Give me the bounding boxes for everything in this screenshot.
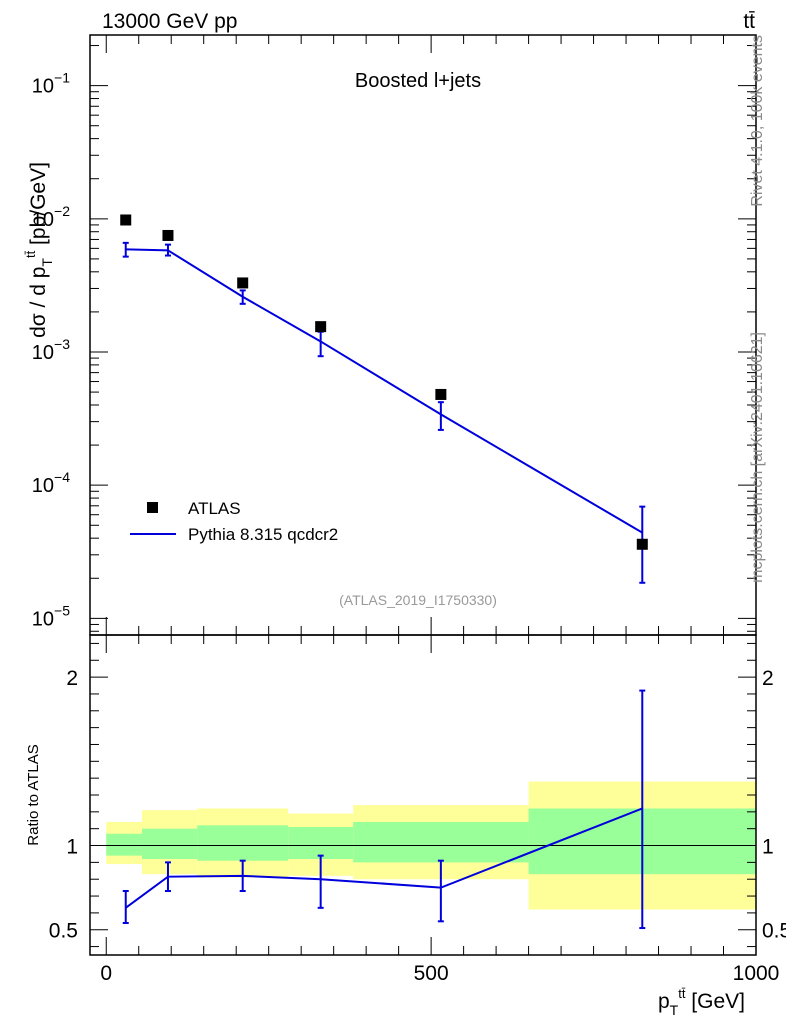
ratio-y-tick-label-right: 0.5 xyxy=(762,920,786,943)
main-series-layer xyxy=(120,214,648,584)
header-right-label: tt̄ xyxy=(743,10,755,33)
ratio-y-tick-label-right: 1 xyxy=(762,836,774,859)
data-point-marker xyxy=(315,321,327,333)
ratio-inner-band xyxy=(141,828,198,859)
main-y-tick-label: 10−3 xyxy=(32,336,70,364)
ratio-y-tick-label-right: 2 xyxy=(762,667,774,690)
legend: ATLAS Pythia 8.315 qcdcr2 xyxy=(130,499,338,544)
ratio-series-layer xyxy=(122,689,646,930)
main-y-tick-label: 10−5 xyxy=(32,602,70,630)
ratio-y-tick-label-left: 1 xyxy=(66,836,78,859)
x-axis-label: pTtt̄ [GeV] xyxy=(658,986,745,1018)
mc-prediction-line xyxy=(125,248,643,534)
side-label-bottom: mcplots.cern.ch [arXiv:2401.10621] xyxy=(749,332,766,583)
x-tick-label: 0 xyxy=(100,962,112,985)
main-panel-title: Boosted l+jets xyxy=(355,70,481,92)
main-watermark: (ATLAS_2019_I1750330) xyxy=(339,592,497,608)
x-tick-label: 500 xyxy=(414,962,449,985)
ratio-y-tick-label-left: 0.5 xyxy=(49,920,78,943)
ratio-inner-band xyxy=(353,821,529,863)
ratio-y-axis-label: Ratio to ATLAS xyxy=(25,744,42,845)
ratio-inner-band xyxy=(197,825,289,861)
data-point-marker xyxy=(636,538,648,550)
data-point-marker xyxy=(237,277,249,289)
main-y-tick-label: 10−4 xyxy=(32,469,70,497)
ratio-prediction-line xyxy=(125,807,643,909)
data-point-marker xyxy=(120,214,132,226)
x-tick-label: 1000 xyxy=(733,962,780,985)
ratio-axis-ticks: 0.5 0.5 1 1 2 2 0 500 1000 xyxy=(49,635,786,985)
main-y-axis-label: dσ / d pTtt̄ [pb/GeV] xyxy=(23,162,55,338)
legend-atlas-marker xyxy=(147,502,158,513)
ratio-inner-band xyxy=(288,827,354,859)
svg-text:dσ / d pTtt̄ [pb/GeV]: dσ / d pTtt̄ [pb/GeV] xyxy=(23,162,55,338)
legend-pythia-label: Pythia 8.315 qcdcr2 xyxy=(188,525,338,544)
main-plot-frame xyxy=(89,34,757,636)
data-point-marker xyxy=(162,229,174,241)
ratio-inner-band xyxy=(106,833,142,856)
side-label-top: Rivet 4.1.0, 100k events xyxy=(749,35,766,207)
main-y-tick-label: 10−1 xyxy=(32,70,70,98)
ratio-y-tick-label-left: 2 xyxy=(66,667,78,690)
data-point-marker xyxy=(435,388,447,400)
legend-atlas-label: ATLAS xyxy=(188,499,241,518)
header-left-label: 13000 GeV pp xyxy=(102,10,237,33)
